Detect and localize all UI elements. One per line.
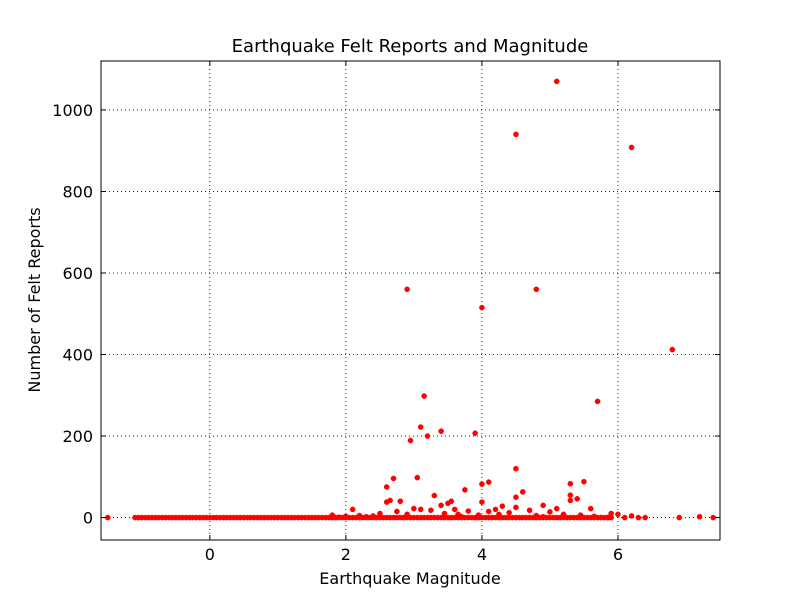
y-tick-label: 400 bbox=[62, 346, 93, 365]
data-point bbox=[598, 514, 604, 521]
data-point bbox=[370, 513, 376, 519]
data-point bbox=[513, 131, 519, 138]
data-point bbox=[587, 505, 594, 512]
data-point bbox=[628, 144, 635, 151]
plot-frame bbox=[100, 60, 721, 541]
x-tick-label: 0 bbox=[205, 545, 215, 564]
data-point bbox=[574, 496, 580, 502]
data-point bbox=[363, 513, 370, 520]
data-point bbox=[567, 497, 574, 504]
data-point bbox=[472, 430, 478, 436]
data-point bbox=[465, 508, 472, 514]
data-point bbox=[404, 286, 410, 293]
x-tick-label: 4 bbox=[477, 545, 487, 564]
data-point bbox=[567, 492, 574, 498]
data-point bbox=[519, 489, 526, 495]
data-point bbox=[397, 498, 404, 505]
x-tick-label: 2 bbox=[341, 545, 351, 564]
data-point bbox=[485, 479, 492, 485]
data-point bbox=[445, 500, 451, 507]
data-point bbox=[513, 504, 519, 511]
data-point bbox=[417, 506, 424, 513]
data-point bbox=[441, 510, 448, 517]
data-point bbox=[560, 511, 567, 518]
data-point bbox=[696, 513, 703, 520]
data-point bbox=[676, 514, 682, 521]
data-point bbox=[390, 475, 397, 482]
data-point bbox=[621, 514, 628, 521]
x-axis-label: Earthquake Magnitude bbox=[319, 569, 500, 588]
data-point bbox=[394, 508, 400, 515]
data-point bbox=[635, 514, 642, 521]
data-point bbox=[431, 492, 438, 499]
data-point bbox=[438, 428, 444, 434]
y-axis-label: Number of Felt Reports bbox=[25, 207, 44, 392]
data-point bbox=[421, 393, 427, 399]
data-point bbox=[499, 503, 506, 509]
data-point bbox=[594, 398, 601, 405]
data-point bbox=[404, 511, 410, 518]
y-tick-label: 1000 bbox=[52, 101, 93, 120]
data-point bbox=[615, 511, 621, 518]
y-tick-label: 800 bbox=[62, 182, 93, 201]
data-point bbox=[496, 511, 502, 518]
data-point bbox=[336, 514, 342, 520]
data-point bbox=[377, 510, 383, 517]
data-points bbox=[105, 78, 716, 521]
data-point bbox=[451, 506, 458, 513]
y-tick-label: 200 bbox=[62, 427, 93, 446]
data-point bbox=[567, 480, 574, 487]
data-point bbox=[577, 512, 584, 518]
data-point bbox=[414, 474, 421, 481]
data-point bbox=[533, 512, 540, 519]
data-point bbox=[485, 508, 492, 515]
data-point bbox=[547, 509, 553, 515]
y-tick-label: 600 bbox=[62, 264, 93, 283]
data-point bbox=[591, 513, 597, 520]
data-point bbox=[642, 514, 648, 521]
data-point bbox=[383, 484, 390, 490]
data-point bbox=[526, 507, 533, 514]
chart-title: Earthquake Felt Reports and Magnitude bbox=[232, 36, 589, 57]
data-point bbox=[343, 513, 349, 520]
data-point bbox=[329, 512, 336, 518]
grid-lines bbox=[101, 61, 720, 540]
y-tick-label: 0 bbox=[83, 509, 93, 528]
data-point bbox=[513, 465, 519, 472]
data-point bbox=[458, 513, 465, 520]
data-point bbox=[428, 507, 434, 514]
data-point bbox=[604, 514, 611, 521]
data-point bbox=[533, 286, 540, 293]
data-point bbox=[479, 499, 485, 505]
data-point bbox=[628, 513, 635, 519]
data-point bbox=[669, 346, 676, 353]
data-point bbox=[475, 512, 482, 518]
data-point bbox=[540, 513, 546, 520]
data-point bbox=[492, 506, 499, 513]
data-point bbox=[513, 494, 519, 500]
data-point bbox=[383, 499, 390, 505]
data-point bbox=[411, 505, 417, 512]
data-point bbox=[506, 509, 512, 516]
data-point bbox=[581, 478, 587, 485]
data-point bbox=[438, 502, 444, 509]
data-point bbox=[356, 512, 363, 519]
x-tick-label: 6 bbox=[613, 545, 623, 564]
data-point bbox=[540, 502, 546, 509]
data-point bbox=[553, 505, 560, 512]
data-point bbox=[479, 481, 485, 487]
data-point bbox=[553, 78, 560, 85]
data-point bbox=[479, 304, 485, 311]
data-point bbox=[407, 437, 414, 444]
data-point bbox=[608, 510, 614, 517]
data-point bbox=[349, 506, 356, 513]
data-point bbox=[462, 487, 468, 493]
axis-ticks: 0 2 4 6 0 200 400 600 800 1000 bbox=[52, 61, 720, 564]
data-point bbox=[417, 424, 424, 430]
data-point bbox=[424, 433, 431, 439]
